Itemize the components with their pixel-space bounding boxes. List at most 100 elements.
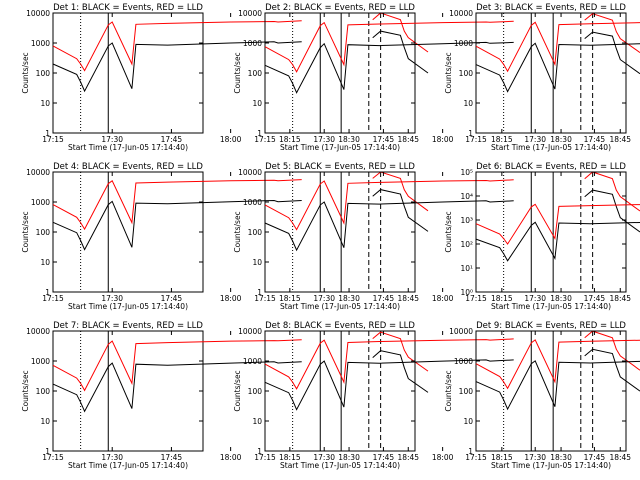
x-tick-label: 17:45: [373, 453, 395, 462]
series-events-line: [475, 42, 640, 93]
y-tick-label: 1000: [31, 39, 50, 48]
x-tick-label: 17:45: [584, 294, 606, 303]
y-tick-label: 10000: [238, 9, 262, 18]
x-axis-title: Start Time (17-Jun-05 17:14:40): [68, 143, 188, 152]
panel-title: Det 4: BLACK = Events, RED = LLD: [53, 162, 203, 172]
plot-frame: [52, 12, 204, 134]
plot-frame: [264, 12, 416, 134]
y-axis-title: Counts/sec: [444, 52, 453, 93]
x-tick-label: 18:00: [220, 294, 242, 303]
y-axis-title: Counts/sec: [21, 52, 30, 93]
panel-det-2: Det 2: BLACK = Events, RED = LLD 1 10 100 10…: [233, 3, 640, 152]
x-tick-label: 18:45: [397, 135, 419, 144]
y-tick-label: 1000: [243, 357, 262, 366]
y-tick-label: 1000: [454, 39, 473, 48]
x-tick-label: 18:30: [550, 453, 572, 462]
y-tick-label: 10000: [26, 327, 50, 336]
y-tick-label: 1000: [31, 357, 50, 366]
panel-title: Det 3: BLACK = Events, RED = LLD: [476, 3, 626, 13]
x-tick-label: 17:15: [254, 453, 276, 462]
panel-det-6: Det 6: BLACK = Events, RED = LLD 10⁰ 10¹ 10…: [444, 162, 640, 311]
x-tick-label: 17:30: [313, 294, 335, 303]
x-tick-label: 18:00: [432, 135, 454, 144]
panel-det-4: Det 4: BLACK = Events, RED = LLD 1 10 100 10…: [21, 162, 429, 311]
panel-det-1: Det 1: BLACK = Events, RED = LLD 1 10 100 10…: [21, 3, 429, 152]
y-tick-label: 1000: [31, 198, 50, 207]
x-tick-label: 18:45: [609, 135, 631, 144]
y-tick-label: 10: [463, 417, 473, 426]
x-tick-label: 17:15: [254, 135, 276, 144]
series-lld-line: [475, 339, 640, 390]
x-tick-label: 18:30: [338, 294, 360, 303]
panel-title: Det 7: BLACK = Events, RED = LLD: [53, 321, 203, 331]
y-axis-title: Counts/sec: [233, 370, 242, 411]
series-lld-line: [475, 203, 640, 245]
y-tick-label: 100: [459, 387, 474, 396]
y-tick-label: 100: [248, 69, 263, 78]
series-lld-line: [264, 13, 640, 73]
plot-frame: [475, 330, 627, 452]
panel-det-8: Det 8: BLACK = Events, RED = LLD 1 10 100 10…: [233, 321, 640, 470]
panel-title: Det 9: BLACK = Events, RED = LLD: [476, 321, 626, 331]
plot-frame: [264, 171, 416, 293]
y-tick-label: 10: [40, 417, 50, 426]
y-tick-label: 100: [459, 69, 474, 78]
y-axis-title: Counts/sec: [21, 211, 30, 252]
plot-frame: [52, 330, 204, 452]
y-axis-title: Counts/sec: [21, 370, 30, 411]
x-tick-label: 17:45: [584, 453, 606, 462]
x-tick-label: 18:15: [491, 294, 513, 303]
x-tick-label: 18:00: [432, 294, 454, 303]
y-tick-label: 1: [257, 447, 262, 456]
x-tick-label: 18:15: [279, 135, 301, 144]
y-tick-label: 10000: [449, 9, 473, 18]
panel-title: Det 2: BLACK = Events, RED = LLD: [265, 3, 415, 13]
y-tick-label: 1: [45, 447, 50, 456]
x-tick-label: 17:15: [465, 453, 487, 462]
y-tick-label: 1000: [454, 357, 473, 366]
series-events-line: [475, 221, 640, 262]
y-tick-label: 10³: [460, 216, 473, 225]
x-tick-label: 17:30: [524, 294, 546, 303]
series-lld-line: [52, 12, 429, 72]
x-tick-label: 17:45: [161, 135, 183, 144]
x-tick-label: 17:15: [42, 135, 64, 144]
series-events-line: [264, 348, 640, 411]
y-tick-label: 10: [40, 99, 50, 108]
x-tick-label: 17:45: [373, 294, 395, 303]
y-axis-title: Counts/sec: [444, 370, 453, 411]
x-tick-label: 17:30: [101, 294, 123, 303]
y-tick-label: 10000: [26, 9, 50, 18]
x-tick-label: 17:30: [101, 453, 123, 462]
y-tick-label: 1000: [243, 198, 262, 207]
panel-title: Det 8: BLACK = Events, RED = LLD: [265, 321, 415, 331]
x-tick-label: 17:45: [584, 135, 606, 144]
y-tick-label: 10²: [460, 240, 473, 249]
series-events-line: [52, 189, 429, 251]
y-tick-label: 10: [40, 258, 50, 267]
x-axis-title: Start Time (17-Jun-05 17:14:40): [491, 461, 611, 470]
series-events-line: [52, 30, 429, 93]
panel-det-7: Det 7: BLACK = Events, RED = LLD 1 10 100 10…: [21, 321, 429, 470]
y-tick-label: 100: [36, 387, 51, 396]
panel-title: Det 1: BLACK = Events, RED = LLD: [53, 3, 203, 13]
x-tick-label: 17:15: [465, 135, 487, 144]
x-tick-label: 17:30: [313, 135, 335, 144]
x-tick-label: 18:45: [609, 294, 631, 303]
y-tick-label: 10⁰: [460, 288, 473, 297]
y-tick-label: 100: [36, 69, 51, 78]
x-tick-label: 18:45: [609, 453, 631, 462]
y-tick-label: 1: [468, 129, 473, 138]
y-tick-label: 1: [257, 129, 262, 138]
series-lld-line: [52, 331, 429, 392]
x-tick-label: 17:45: [161, 294, 183, 303]
x-tick-label: 17:15: [465, 294, 487, 303]
x-axis-title: Start Time (17-Jun-05 17:14:40): [491, 143, 611, 152]
y-tick-label: 10: [252, 417, 262, 426]
plot-frame: [475, 171, 627, 293]
x-tick-label: 18:15: [279, 294, 301, 303]
x-tick-label: 17:30: [524, 453, 546, 462]
panel-det-3: Det 3: BLACK = Events, RED = LLD 1 10 100 10…: [444, 3, 640, 152]
y-tick-label: 100: [248, 387, 263, 396]
x-tick-label: 17:30: [101, 135, 123, 144]
